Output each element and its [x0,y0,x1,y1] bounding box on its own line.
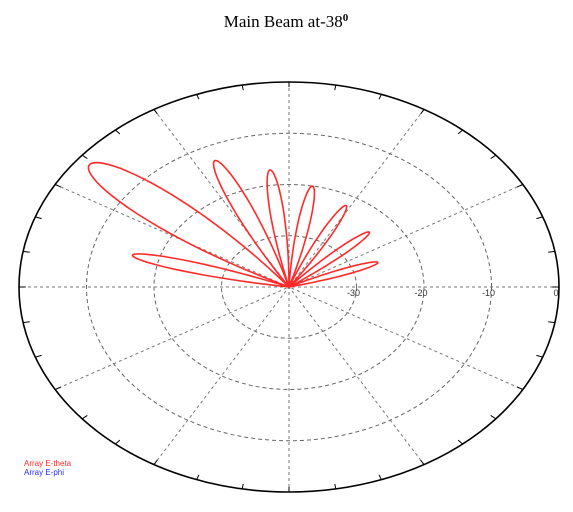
outer-tick-280 [334,483,337,489]
trace-0-lobe-1 [212,159,290,288]
r-tick-label-2: -10 [482,288,495,298]
r-tick-label-0: -30 [347,288,360,298]
legend-entry-1: Array E-phi [24,468,64,477]
grid-ring-0 [221,235,357,339]
outer-tick-310 [457,439,463,445]
outer-tick-330 [516,386,524,390]
outer-tick-340 [536,354,543,358]
trace-0-lobe-3 [288,185,316,288]
trace-0-lobe-4 [288,204,348,288]
grid-spoke-150 [54,184,524,390]
outer-tick-150 [54,184,62,188]
outer-tick-260 [241,483,244,489]
trace-0-lobe-5 [288,231,371,288]
outer-tick-40 [490,154,497,159]
grid-spoke-30 [54,184,524,390]
radial-tick-labels: -30 -20 -10 0 [347,288,559,298]
polar-traces [87,159,379,288]
trace-0-lobe-0 [87,161,290,288]
outer-tick-130 [115,129,121,135]
outer-tick-20 [536,216,543,220]
outer-tick-30 [516,184,524,188]
outer-tick-80 [334,85,337,91]
outer-tick-300 [420,459,425,465]
outer-tick-70 [378,94,382,100]
outer-tick-320 [490,415,497,420]
outer-tick-350 [548,321,555,324]
outer-tick-250 [196,474,200,480]
outer-tick-230 [115,439,121,445]
outer-tick-210 [54,386,62,390]
outer-tick-160 [35,216,42,220]
outer-tick-240 [153,459,158,465]
chart-title-superscript: 0 [343,12,349,24]
outer-tick-50 [457,129,463,135]
legend-entry-0: Array E-theta [24,459,72,468]
r-tick-label-3: 0 [553,288,558,298]
outer-tick-290 [378,474,382,480]
outer-tick-10 [548,250,555,253]
outer-tick-140 [81,154,88,159]
outer-tick-220 [81,415,88,420]
outer-tick-100 [241,85,244,91]
r-tick-label-1: -20 [414,288,427,298]
outer-tick-170 [23,250,30,253]
outer-tick-190 [23,321,30,324]
outer-tick-200 [35,354,42,358]
outer-tick-60 [420,109,425,115]
chart-title: Main Beam at-380 [224,12,349,31]
outer-tick-120 [153,109,158,115]
trace-0-lobe-2 [266,169,290,288]
outer-tick-110 [196,94,200,100]
trace-0-lobe-7 [131,253,290,288]
trace-0-lobe-6 [288,261,379,288]
chart-title-main: Main Beam at-38 [224,12,343,31]
